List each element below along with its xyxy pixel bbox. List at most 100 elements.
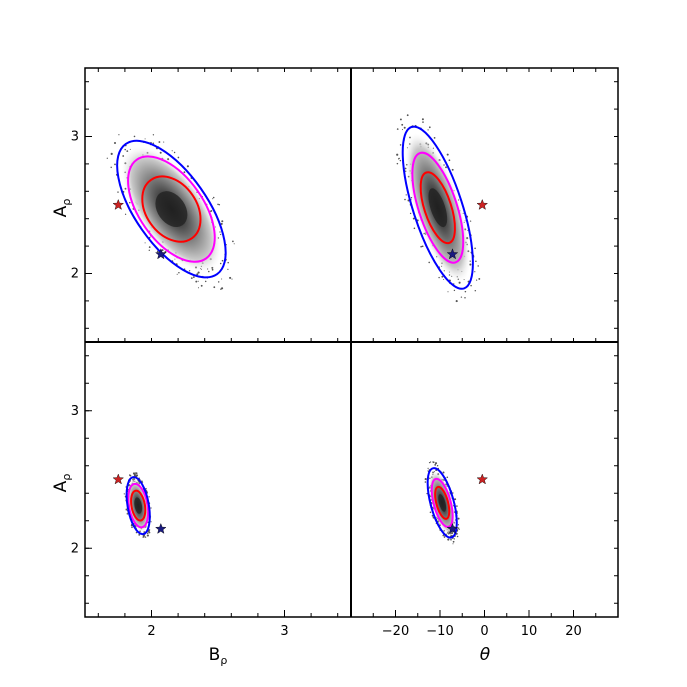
contour-inner (141, 175, 202, 243)
density-core (428, 188, 448, 228)
sample-point (138, 534, 141, 536)
sample-point (430, 461, 432, 463)
panel-bottom-right (424, 461, 489, 545)
sample-point (217, 281, 220, 283)
sample-point (124, 148, 126, 151)
sample-point (469, 220, 472, 222)
y-axis-label-sub-top: ρ (60, 199, 73, 206)
sample-point (124, 213, 127, 215)
sample-point (232, 240, 234, 243)
red-star-marker (476, 473, 489, 485)
sample-point (220, 222, 223, 225)
panel-top-left (106, 134, 235, 290)
sample-point (448, 159, 451, 162)
contour-inner (419, 171, 456, 245)
sample-point (219, 262, 222, 265)
sample-point (171, 150, 173, 152)
sample-point (476, 279, 478, 281)
sample-point (477, 265, 479, 267)
sample-point (453, 289, 456, 292)
sample-point (399, 118, 402, 121)
sample-point (428, 126, 431, 129)
sample-point (152, 142, 155, 144)
sample-point (176, 273, 178, 275)
sample-point (122, 155, 125, 157)
sample-point (475, 260, 477, 263)
x-tick-label-left: 2 (147, 624, 155, 639)
x-tick-label-right: 0 (480, 624, 488, 639)
sample-point (144, 242, 146, 244)
sample-point (474, 289, 477, 292)
y-axis-label-top: Aρ (51, 199, 73, 218)
sample-point (421, 118, 424, 121)
blue-star-marker (155, 248, 167, 260)
sample-point (144, 536, 147, 538)
red-star-marker (112, 473, 125, 485)
sample-point (427, 129, 429, 131)
sample-point (429, 511, 432, 514)
sample-point (443, 536, 446, 538)
sample-point (396, 153, 399, 156)
sample-point (464, 297, 466, 299)
sample-point (441, 275, 444, 278)
sample-point (141, 480, 143, 482)
sample-point (446, 476, 449, 479)
y-tick-label-top: 3 (71, 130, 79, 145)
sample-point (434, 462, 438, 465)
sample-point (133, 135, 136, 138)
sample-point (197, 271, 200, 274)
sample-point (406, 114, 409, 117)
sample-point (110, 152, 113, 155)
sample-point (456, 505, 458, 507)
sample-point (464, 290, 467, 293)
sample-point (478, 277, 481, 280)
sample-point (460, 296, 463, 298)
sample-point (150, 507, 152, 509)
sample-point (173, 151, 176, 154)
x-tick-label-left: 3 (280, 624, 288, 639)
sample-point (133, 478, 135, 480)
x-tick-label-right: −10 (426, 624, 453, 639)
sample-point (192, 276, 195, 279)
x-tick-label-right: 20 (565, 624, 582, 639)
sample-point (396, 162, 399, 165)
sample-point (129, 474, 131, 476)
sample-point (144, 138, 146, 140)
sample-point (450, 538, 452, 541)
sample-point (442, 471, 445, 474)
sample-point (420, 245, 422, 248)
sample-point (474, 271, 476, 273)
sample-point (233, 243, 235, 245)
sample-point (195, 280, 198, 283)
sample-point (229, 276, 232, 279)
contour-outer (125, 476, 151, 536)
sample-point (424, 481, 427, 483)
x-axis-label-main-left: B (209, 645, 221, 665)
sample-point (135, 472, 138, 475)
sample-point (412, 217, 415, 220)
x-axis-label-sub-left: ρ (220, 654, 227, 667)
sample-point (438, 276, 440, 279)
sample-point (413, 227, 416, 230)
sample-point (123, 493, 125, 495)
density-core (134, 497, 143, 514)
sample-point (177, 156, 180, 159)
y-axis-label-sub-bottom: ρ (60, 474, 73, 481)
sample-point (142, 535, 145, 538)
sample-point (456, 535, 459, 538)
sample-point (424, 478, 427, 481)
contour-inner (434, 485, 451, 520)
blue-star-marker (155, 522, 167, 534)
sample-point (219, 231, 221, 233)
sample-point (455, 300, 458, 303)
sample-point (146, 534, 149, 537)
sample-point (125, 508, 127, 510)
sample-point (451, 168, 454, 171)
sample-point (148, 249, 150, 251)
panels-layer (106, 114, 489, 545)
sample-point (135, 531, 138, 534)
sample-point (442, 534, 444, 537)
sample-point (190, 277, 193, 279)
red-star-marker (476, 198, 489, 210)
